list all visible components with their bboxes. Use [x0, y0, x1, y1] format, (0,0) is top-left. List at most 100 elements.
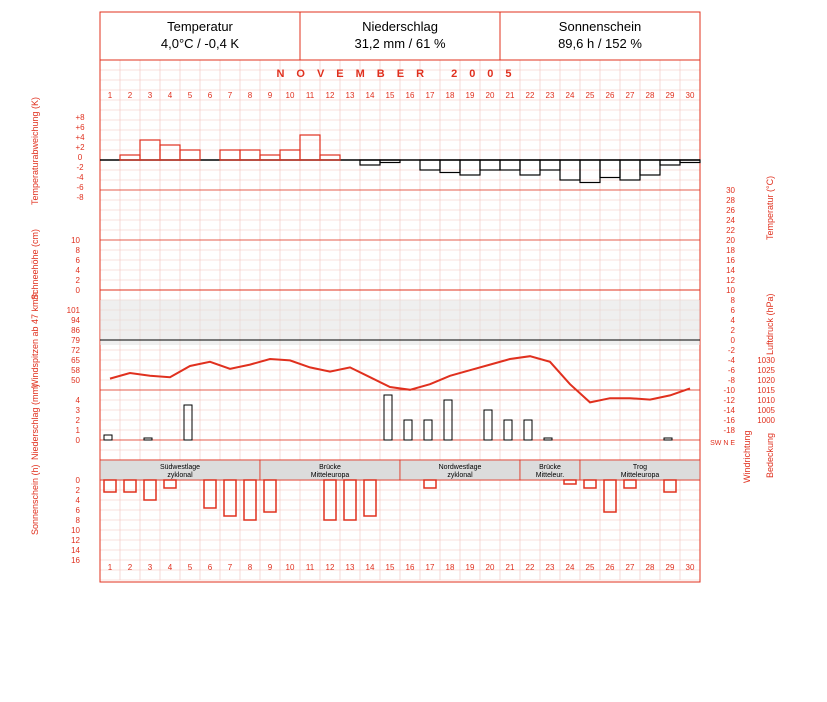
- day-label-bottom: 29: [666, 563, 675, 572]
- precip-bar: [143, 437, 153, 441]
- snow-axis-label: Schneehöhe (cm): [30, 228, 40, 300]
- sunshine-bar: [123, 479, 137, 493]
- precip-bar: [423, 419, 433, 441]
- day-label-top: 14: [366, 91, 375, 100]
- temp-dev-tick: +6: [75, 123, 85, 132]
- sunshine-bar: [623, 479, 637, 489]
- temperature-tick: 26: [726, 206, 735, 215]
- weather-type-sublabel: Mitteleuropa: [311, 472, 350, 479]
- sun-tick: 12: [71, 536, 80, 545]
- temperature-tick: -4: [728, 356, 736, 365]
- sun-axis-label: Sonnenschein (h): [30, 464, 40, 535]
- day-label-bottom: 14: [366, 563, 375, 572]
- day-label-top: 7: [228, 91, 233, 100]
- wind-tick: 65: [71, 356, 80, 365]
- day-label-bottom: 18: [446, 563, 455, 572]
- temperature-tick: 18: [726, 246, 735, 255]
- weather-type-sublabel: Mitteleur.: [536, 472, 564, 479]
- sunshine-bar: [263, 479, 277, 513]
- sunshine-bar: [203, 479, 217, 509]
- day-label-bottom: 9: [268, 563, 273, 572]
- precip-bar: [403, 419, 413, 441]
- temperature-title: Temperatur: [167, 19, 233, 34]
- temp-dev-bar: [279, 149, 301, 161]
- temperature-tick: -10: [723, 386, 735, 395]
- temperature-tick: 12: [726, 276, 735, 285]
- temperature-tick: 4: [731, 316, 736, 325]
- pressure-axis-label: Luftdruck (hPa): [765, 293, 775, 355]
- precipitation-value: 31,2 mm / 61 %: [354, 36, 446, 51]
- temp-dev-bar: [599, 159, 621, 179]
- temperature-tick: -16: [723, 416, 735, 425]
- sunshine-bar: [143, 479, 157, 501]
- day-label-bottom: 20: [486, 563, 495, 572]
- temperature-tick: -8: [728, 376, 736, 385]
- day-label-top: 1: [108, 91, 113, 100]
- pressure-tick: 1010: [757, 396, 775, 405]
- day-label-bottom: 2: [128, 563, 133, 572]
- precip-tick: 2: [76, 416, 81, 425]
- temp-dev-bar: [499, 159, 521, 171]
- snow-tick: 8: [76, 246, 81, 255]
- sunshine-bar: [223, 479, 237, 517]
- pressure-tick: 1030: [757, 356, 775, 365]
- day-label-top: 17: [426, 91, 435, 100]
- sunshine-bar: [563, 479, 577, 485]
- day-label-bottom: 7: [228, 563, 233, 572]
- day-label-top: 16: [406, 91, 415, 100]
- sun-tick: 0: [76, 476, 81, 485]
- precip-axis-label: Niederschlag (mm): [30, 383, 40, 460]
- day-label-top: 20: [486, 91, 495, 100]
- day-label-bottom: 24: [566, 563, 575, 572]
- temperature-tick: -12: [723, 396, 735, 405]
- day-label-top: 8: [248, 91, 253, 100]
- sunshine-bar: [103, 479, 117, 493]
- day-label-top: 23: [546, 91, 555, 100]
- day-label-top: 19: [466, 91, 475, 100]
- precip-bar: [543, 437, 553, 441]
- weather-type-label: Nordwestlage: [439, 464, 482, 471]
- day-label-top: 11: [306, 91, 315, 100]
- day-label-top: 10: [286, 91, 295, 100]
- day-label-bottom: 22: [526, 563, 535, 572]
- sunshine-bar: [583, 479, 597, 489]
- sunshine-bar: [603, 479, 617, 513]
- day-label-bottom: 27: [626, 563, 635, 572]
- day-label-bottom: 5: [188, 563, 193, 572]
- day-label-bottom: 6: [208, 563, 213, 572]
- day-label-bottom: 15: [386, 563, 395, 572]
- precip-bar: [103, 434, 113, 441]
- temp-dev-bar: [439, 159, 461, 174]
- sunshine-bar: [323, 479, 337, 521]
- temperature-tick: 24: [726, 216, 735, 225]
- day-label-bottom: 11: [306, 563, 315, 572]
- temp-dev-tick: +2: [75, 143, 85, 152]
- sun-tick: 2: [76, 486, 81, 495]
- day-label-top: 22: [526, 91, 535, 100]
- temperature-tick: 30: [726, 186, 735, 195]
- sun-tick: 6: [76, 506, 81, 515]
- snow-tick: 0: [76, 286, 81, 295]
- wind-tick: 101: [67, 306, 81, 315]
- pressure-tick: 1025: [757, 366, 775, 375]
- temp-dev-bar: [179, 149, 201, 161]
- precip-bar: [443, 399, 453, 441]
- compass-label: SW N E: [710, 440, 735, 447]
- temp-dev-bar: [239, 149, 261, 161]
- day-label-bottom: 26: [606, 563, 615, 572]
- pressure-tick: 1020: [757, 376, 775, 385]
- temperature-tick: 6: [731, 306, 736, 315]
- cloud-axis-label: Bedeckung: [765, 432, 775, 478]
- sun-tick: 14: [71, 546, 80, 555]
- sunshine-value: 89,6 h / 152 %: [558, 36, 642, 51]
- temp-dev-bar: [219, 149, 241, 161]
- temperature-tick: -2: [728, 346, 736, 355]
- temp-dev-bar: [299, 134, 321, 161]
- weather-type-sublabel: zyklonal: [167, 472, 193, 479]
- day-label-bottom: 19: [466, 563, 475, 572]
- snow-tick: 10: [71, 236, 80, 245]
- day-label-top: 4: [168, 91, 173, 100]
- temperature-tick: 2: [731, 326, 736, 335]
- temp-dev-bar: [479, 159, 501, 171]
